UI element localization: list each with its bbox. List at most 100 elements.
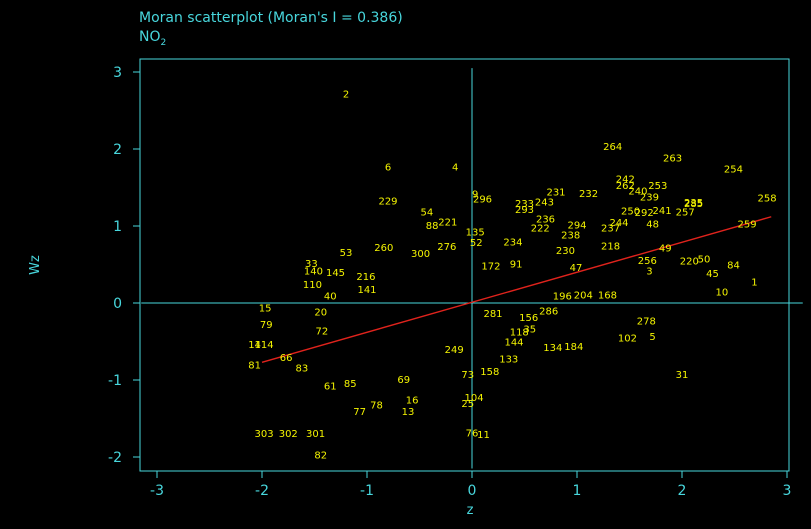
point-label: 240 [628, 187, 647, 198]
point-label: 35 [523, 324, 536, 335]
point-label: 4 [452, 163, 458, 174]
point-label: 253 [648, 181, 667, 192]
point-label: 83 [296, 364, 309, 375]
point-label: 77 [353, 407, 366, 418]
point-label: 236 [536, 214, 555, 225]
point-label: 259 [738, 220, 757, 231]
fit-line [261, 216, 772, 363]
point-label: 168 [598, 291, 617, 302]
point-label: 172 [481, 261, 500, 272]
point-label: 237 [601, 224, 620, 235]
point-label: 216 [356, 272, 375, 283]
point-label: 254 [724, 164, 743, 175]
point-label: 9 [472, 190, 478, 201]
subtitle-main: NO [139, 29, 161, 45]
point-label: 250 [621, 207, 640, 218]
point-label: 66 [280, 353, 293, 364]
point-label: 5 [649, 332, 655, 343]
point-label: 204 [574, 291, 593, 302]
point-label: 15 [259, 304, 272, 315]
point-label: 301 [306, 429, 325, 440]
point-label: 16 [406, 395, 419, 406]
point-label: 40 [324, 291, 337, 302]
point-label: 238 [561, 230, 580, 241]
x-tick-label: 1 [573, 483, 582, 499]
x-tick-label: 2 [678, 483, 687, 499]
point-label: 14 [248, 340, 261, 351]
point-label: 45 [706, 269, 719, 280]
point-label: 243 [535, 197, 554, 208]
point-label: 249 [445, 345, 464, 356]
x-axis: -3 -2 -1 0 1 2 3 [150, 471, 791, 499]
x-tick-label: -3 [150, 483, 164, 499]
point-label: 302 [279, 429, 298, 440]
point-label: 242 [616, 174, 635, 185]
point-label: 33 [305, 259, 318, 270]
x-tick-label: 3 [783, 483, 792, 499]
point-label: 258 [758, 194, 777, 205]
point-label: 135 [466, 227, 485, 238]
point-label: 140 [304, 267, 323, 278]
point-label: 241 [653, 206, 672, 217]
point-label: 81 [248, 361, 261, 372]
x-tick-label: 0 [468, 483, 477, 499]
y-axis: -2 -1 0 1 2 3 [108, 65, 140, 466]
point-label: 234 [503, 237, 522, 248]
point-label: 69 [397, 375, 410, 386]
point-label: 110 [303, 280, 322, 291]
point-label: 158 [480, 367, 499, 378]
point-label: 229 [378, 197, 397, 208]
y-tick-label: 2 [113, 142, 122, 158]
point-label: 54 [420, 207, 433, 218]
chart-subtitle: NO2 [139, 29, 166, 48]
x-axis-label: z [467, 503, 474, 518]
point-label: 222 [531, 224, 550, 235]
point-label: 73 [461, 370, 474, 381]
point-label: 235 [684, 198, 703, 209]
point-label: 144 [504, 338, 523, 349]
point-label: 11 [477, 430, 490, 441]
point-label: 102 [618, 334, 637, 345]
point-label: 13 [402, 407, 415, 418]
point-label: 260 [374, 243, 393, 254]
point-label: 85 [344, 379, 357, 390]
point-label: 196 [553, 291, 572, 302]
point-label: 52 [470, 238, 483, 249]
point-label: 292 [635, 208, 654, 219]
point-label: 88 [426, 221, 439, 232]
point-label: 1 [751, 277, 757, 288]
point-label: 49 [659, 244, 672, 255]
point-label: 145 [326, 268, 345, 279]
point-label: 6 [385, 163, 391, 174]
point-label: 300 [411, 249, 430, 260]
x-tick-label: -2 [255, 483, 269, 499]
x-tick-label: -1 [360, 483, 374, 499]
point-label: 72 [315, 327, 328, 338]
y-tick-label: 1 [113, 219, 122, 235]
point-label: 233 [515, 199, 534, 210]
y-tick-label: 0 [113, 296, 122, 312]
point-label: 232 [579, 189, 598, 200]
y-tick-label: -1 [108, 373, 122, 389]
point-label: 2 [343, 90, 349, 101]
point-label: 134 [543, 343, 562, 354]
y-axis-label: Wz [28, 255, 43, 275]
point-label: 91 [510, 260, 523, 271]
point-label: 133 [499, 354, 518, 365]
point-label: 276 [437, 242, 456, 253]
point-label: 293 [515, 205, 534, 216]
subtitle-subscript: 2 [161, 38, 167, 48]
point-label: 256 [638, 256, 657, 267]
point-label: 61 [324, 381, 337, 392]
point-label: 114 [255, 340, 274, 351]
point-label: 104 [465, 393, 484, 404]
point-label: 303 [255, 429, 274, 440]
point-label: 278 [637, 317, 656, 328]
point-label: 230 [556, 246, 575, 257]
point-label: 20 [314, 307, 327, 318]
point-label: 10 [716, 287, 729, 298]
point-label: 281 [483, 309, 502, 320]
point-label: 25 [461, 399, 474, 410]
